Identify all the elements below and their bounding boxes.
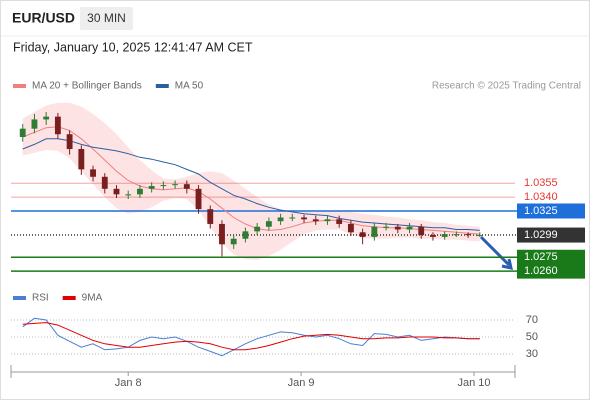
symbol: EUR/USD bbox=[12, 10, 75, 26]
candle-body bbox=[230, 238, 237, 245]
legend-swatch bbox=[62, 296, 76, 300]
candle-body bbox=[31, 119, 38, 129]
y-tick-label: 50 bbox=[526, 331, 538, 343]
legend-swatch bbox=[13, 84, 26, 88]
legend-swatch bbox=[155, 84, 169, 88]
bollinger-band bbox=[22, 102, 480, 260]
legend-label: MA 20 + Bollinger Bands bbox=[32, 81, 142, 92]
candle-body bbox=[19, 128, 26, 137]
legend-label: RSI bbox=[32, 293, 49, 304]
candle-body bbox=[160, 185, 167, 187]
candle-body bbox=[301, 217, 307, 220]
datetime: Friday, January 10, 2025 12:41:47 AM CET bbox=[13, 40, 253, 54]
level-box bbox=[517, 263, 585, 279]
candle-body bbox=[66, 134, 73, 150]
series-line bbox=[22, 322, 480, 351]
candle-body bbox=[347, 223, 354, 233]
legend-swatch bbox=[13, 296, 26, 300]
forecast-arrow bbox=[479, 235, 513, 270]
timeframe: 30 MIN bbox=[87, 11, 126, 25]
level-label: 1.0260 bbox=[524, 265, 558, 277]
candle-body bbox=[476, 235, 483, 237]
candle-body bbox=[148, 186, 155, 189]
y-tick-label: 70 bbox=[526, 314, 538, 326]
candle-body bbox=[383, 226, 389, 228]
candle-body bbox=[430, 235, 436, 237]
series-line bbox=[22, 317, 480, 357]
candle-body bbox=[54, 116, 61, 135]
candle-body bbox=[78, 149, 85, 170]
candle-body bbox=[101, 176, 108, 189]
x-tick-label: Jan 10 bbox=[457, 377, 490, 389]
candle-body bbox=[465, 234, 472, 236]
candle-body bbox=[418, 226, 425, 236]
credit: Research © 2025 Trading Central bbox=[432, 81, 581, 92]
candle-body bbox=[289, 217, 296, 219]
legend-label: 9MA bbox=[82, 293, 103, 304]
candle-body bbox=[113, 188, 120, 195]
y-tick-label: 30 bbox=[526, 348, 538, 360]
candle-body bbox=[254, 226, 261, 232]
series-line bbox=[22, 138, 480, 231]
candle-body bbox=[324, 219, 331, 222]
candle-body bbox=[207, 209, 214, 224]
series-line bbox=[22, 126, 480, 235]
level-label: 1.0340 bbox=[524, 191, 558, 203]
candle-body bbox=[441, 234, 448, 237]
candle-body bbox=[406, 226, 413, 230]
candle-body bbox=[195, 188, 202, 210]
candle-body bbox=[453, 234, 460, 236]
level-label: 1.0325 bbox=[524, 205, 558, 217]
candle-body bbox=[219, 223, 225, 245]
candle-body bbox=[277, 217, 284, 222]
x-tick-label: Jan 8 bbox=[115, 377, 142, 389]
x-tick-label: Jan 9 bbox=[288, 377, 315, 389]
level-box bbox=[517, 203, 585, 219]
candle-body bbox=[312, 219, 319, 222]
level-box bbox=[517, 249, 585, 265]
timeframe-box bbox=[80, 7, 133, 30]
candle-body bbox=[43, 116, 50, 120]
candle-body bbox=[394, 226, 401, 230]
candle-body bbox=[125, 194, 132, 196]
level-label: 1.0299 bbox=[524, 229, 558, 241]
candle-body bbox=[90, 169, 96, 177]
candle-body bbox=[172, 184, 179, 186]
level-label: 1.0355 bbox=[524, 177, 558, 189]
level-label: 1.0275 bbox=[524, 251, 558, 263]
level-box bbox=[517, 227, 585, 243]
candle-body bbox=[359, 232, 366, 237]
legend-label: MA 50 bbox=[175, 81, 204, 92]
candle-body bbox=[137, 188, 143, 195]
candle-body bbox=[183, 184, 190, 189]
candle-body bbox=[265, 221, 272, 227]
candle-body bbox=[242, 231, 249, 239]
candle-body bbox=[371, 226, 378, 237]
candle-body bbox=[336, 219, 343, 224]
